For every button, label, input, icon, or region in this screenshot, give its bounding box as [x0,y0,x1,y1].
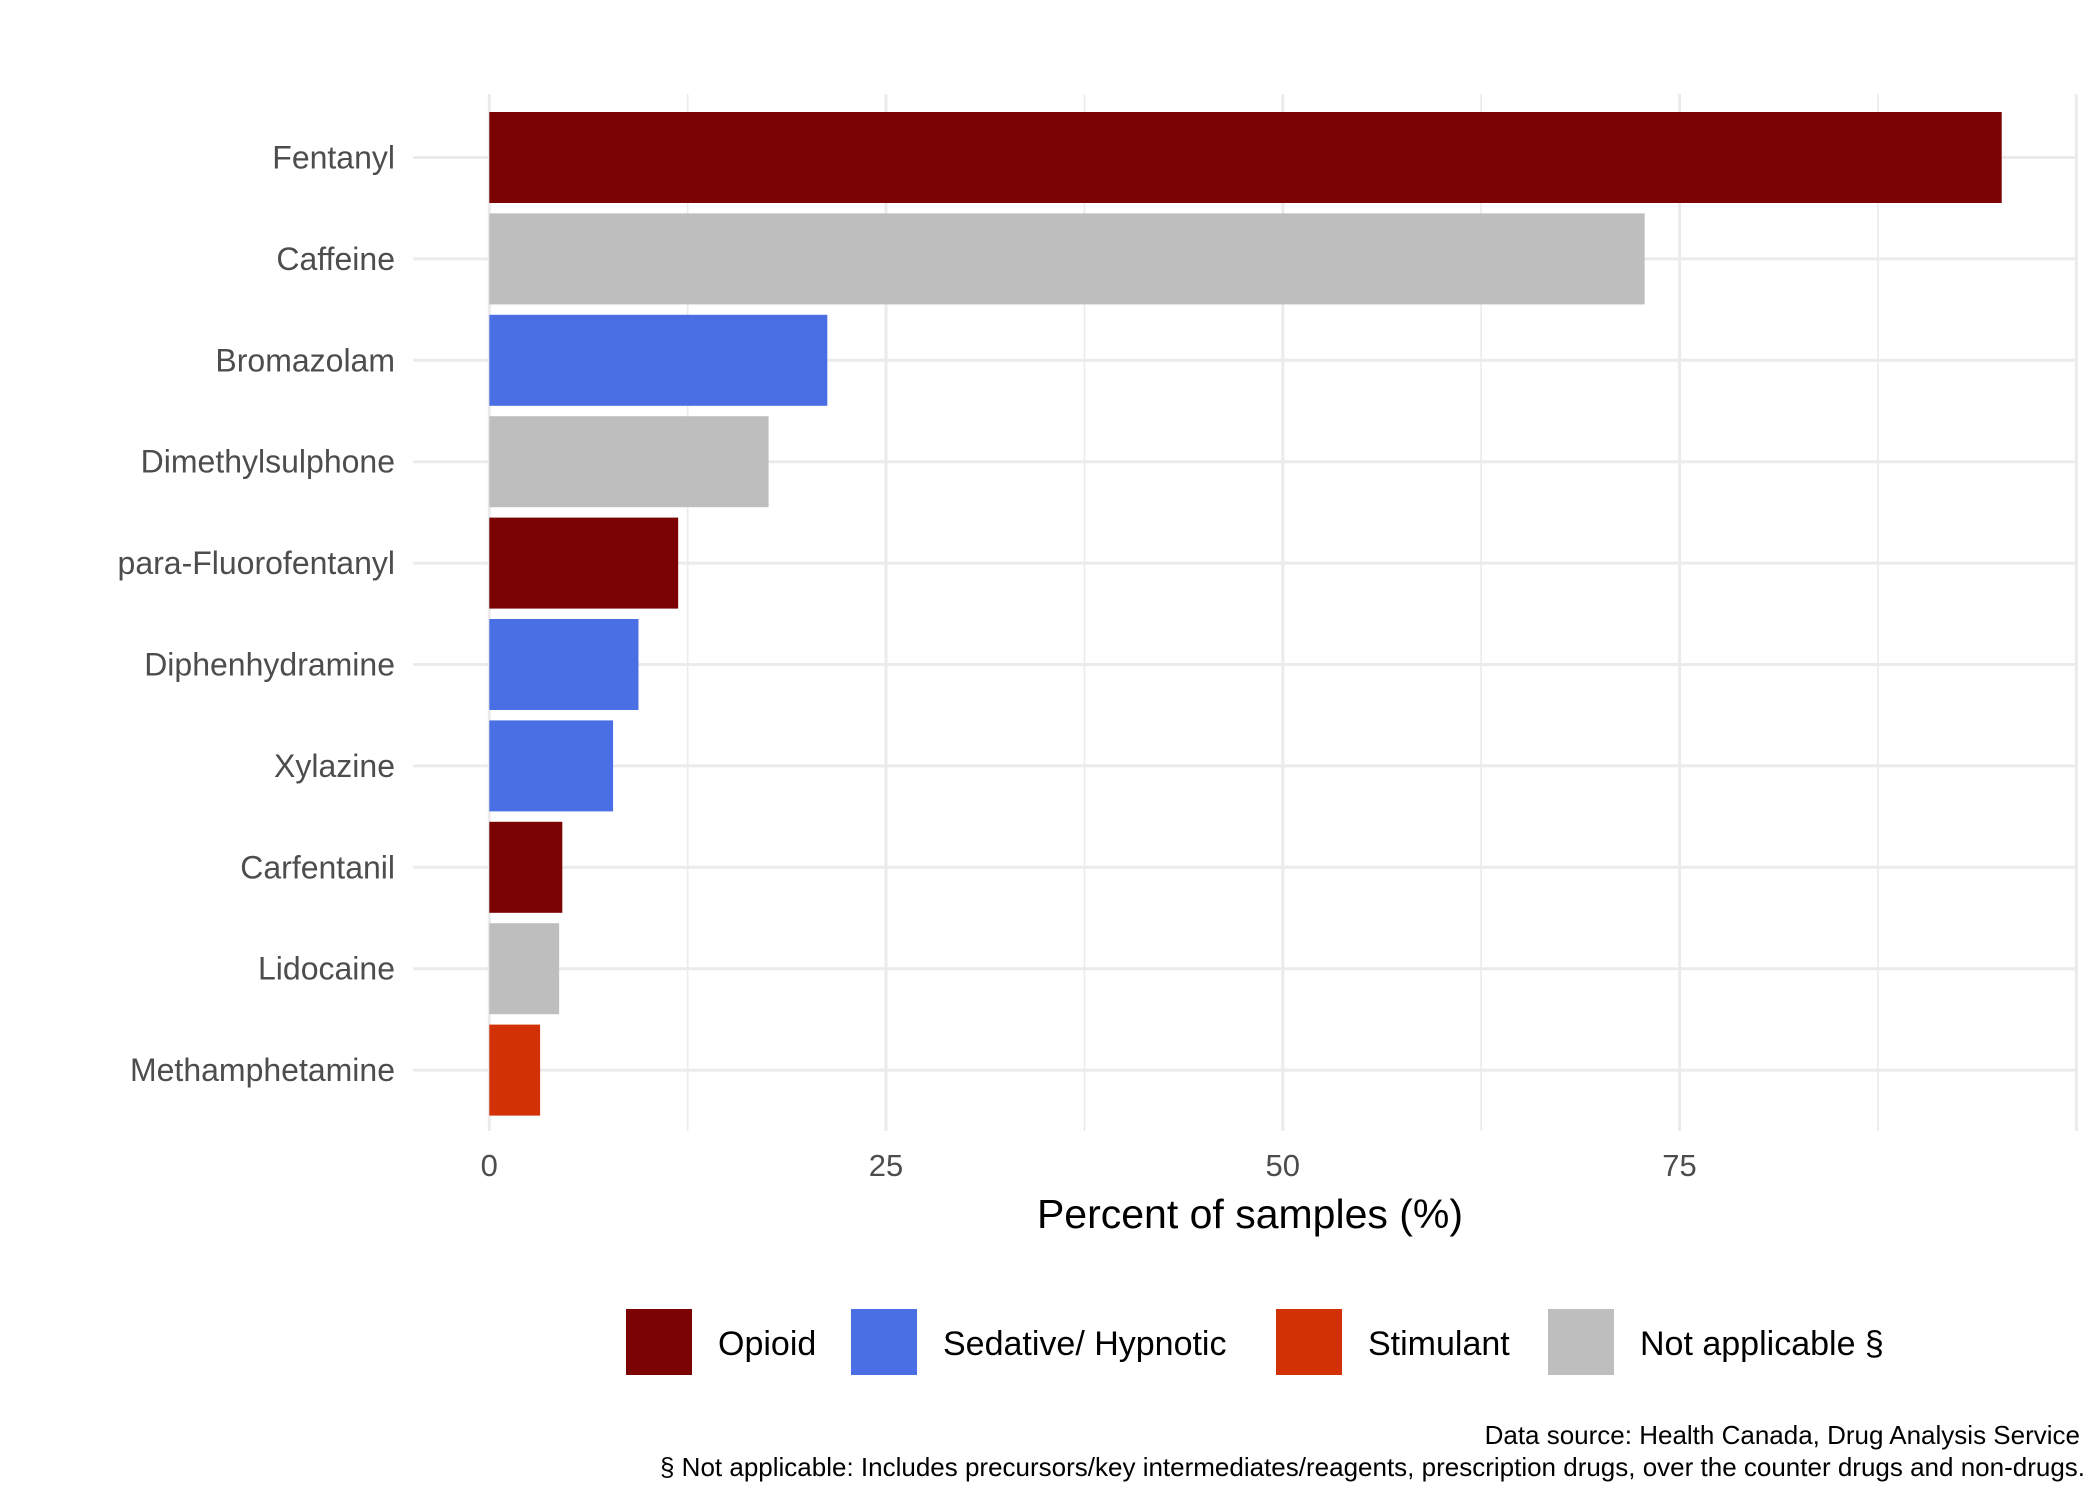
category-label: Caffeine [276,241,395,277]
legend-key [626,1309,692,1375]
caption-source: Data source: Health Canada, Drug Analysi… [1485,1420,2080,1450]
x-axis-title: Percent of samples (%) [1037,1191,1463,1237]
bars [489,112,2002,1116]
bar-fentanyl [489,112,2002,203]
bar-methamphetamine [489,1024,541,1116]
category-label: Fentanyl [272,140,395,176]
bar-dimethylsulphone [489,416,769,508]
legend-label: Not applicable § [1640,1325,1884,1363]
category-labels: Fentanyl Caffeine Bromazolam Dimethylsulpho… [118,140,395,1089]
caption-footnote: § Not applicable: Includes precursors/ke… [660,1452,2085,1482]
bar-caffeine [489,213,1645,305]
bar-xylazine [489,720,614,812]
category-label: Xylazine [274,748,395,784]
category-label: Dimethylsulphone [141,444,395,480]
legend-label: Sedative/ Hypnotic [943,1325,1227,1363]
category-label: Diphenhydramine [144,647,395,683]
bar-lidocaine [489,923,560,1015]
bar-diphenhydramine [489,619,639,710]
legend-label: Stimulant [1368,1325,1510,1363]
legend: Opioid Sedative/ Hypnotic Stimulant Not app… [626,1309,1884,1375]
legend-key [851,1309,917,1375]
legend-key [1548,1309,1614,1375]
legend-label: Opioid [718,1325,816,1363]
x-tick-label: 75 [1662,1148,1696,1183]
category-label: Carfentanil [240,849,395,885]
x-tick-label: 0 [481,1148,498,1183]
legend-key [1276,1309,1342,1375]
x-tick-labels: 0 25 50 75 [481,1148,1697,1183]
bar-bromazolam [489,314,828,406]
category-label: Methamphetamine [130,1052,395,1088]
bar-carfentanil [489,821,563,913]
category-label: Lidocaine [258,951,395,987]
category-label: Bromazolam [215,342,395,378]
x-tick-label: 25 [869,1148,903,1183]
x-tick-label: 50 [1266,1148,1300,1183]
bar-para-fluorofentanyl [489,517,679,609]
category-label: para-Fluorofentanyl [118,545,395,581]
